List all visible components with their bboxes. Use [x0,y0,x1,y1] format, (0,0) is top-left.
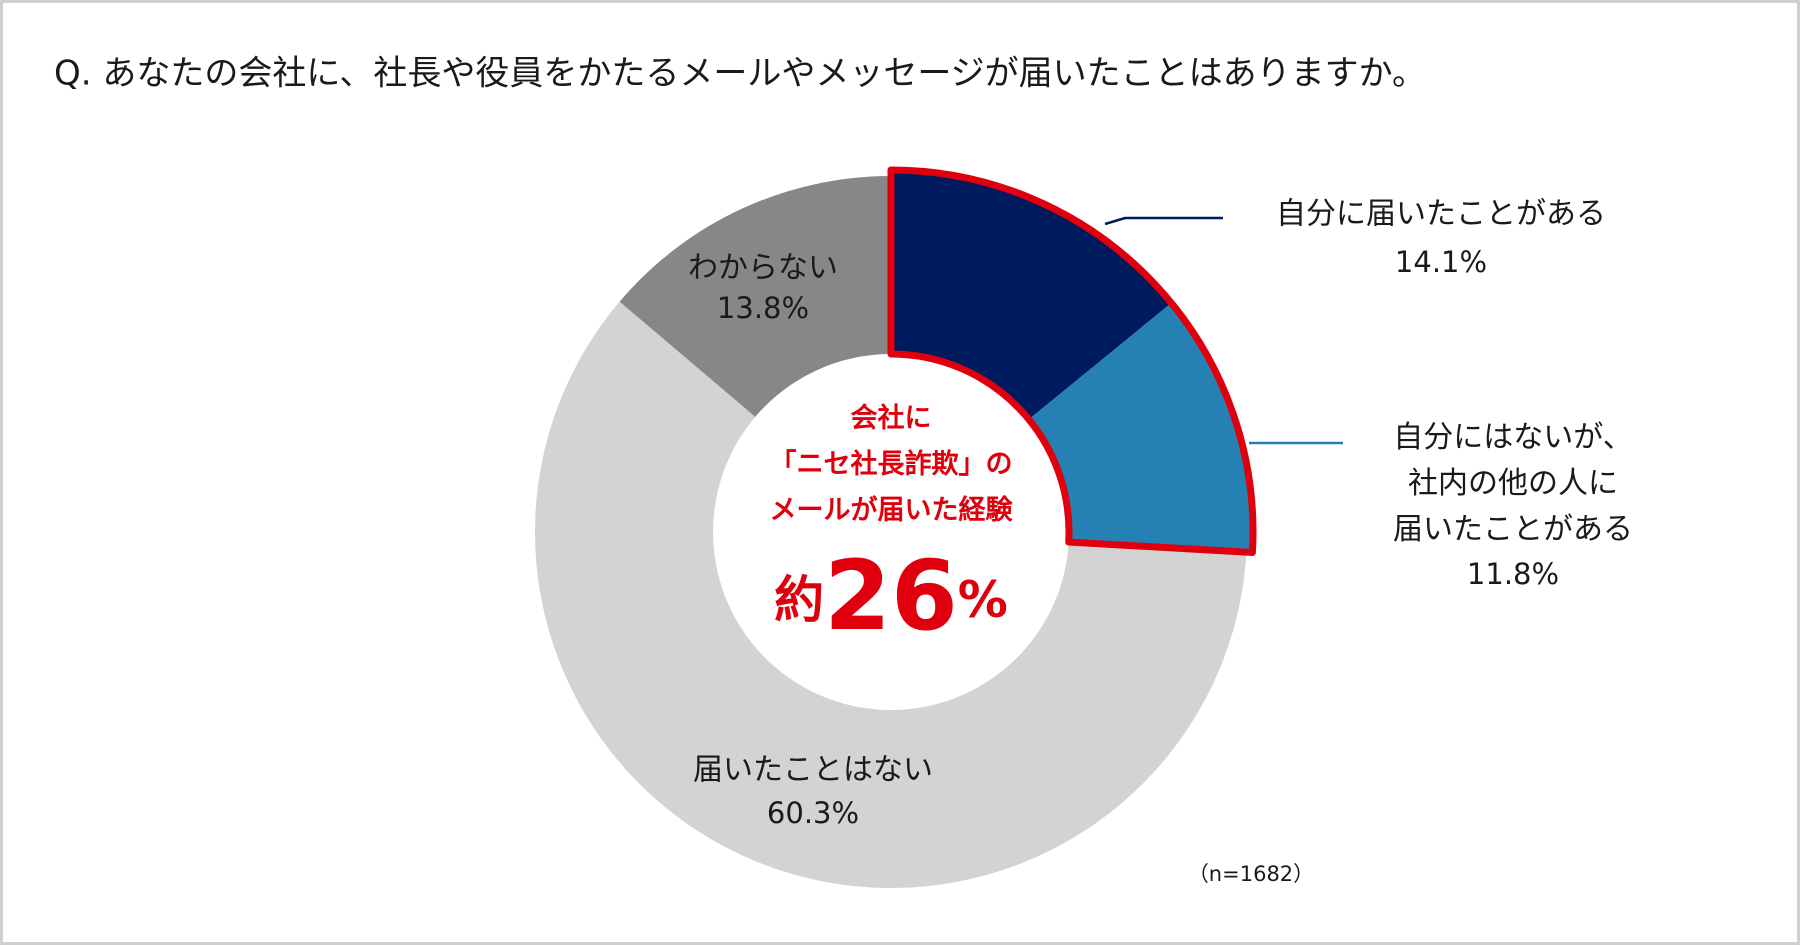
center-unit: % [958,571,1008,629]
segment-label: 自分に届いたことがある [1276,197,1606,232]
segment-value: 11.8% [1467,557,1559,591]
chart-title: Q. あなたの会社に、社長や役員をかたるメールやメッセージが届いたことはあります… [54,54,1426,94]
center-text: 会社に「ニセ社長詐欺」のメールが届いた経験 [770,402,1014,526]
highlight-outline [887,166,1257,556]
donut-segment [891,170,1172,420]
donut-segment [1028,303,1253,553]
segment-label: 自分にはないが、社内の他の人に届いたことがある [1393,420,1633,547]
center-prefix: 約 [774,571,824,629]
center-figure: 約26% [774,540,1008,652]
leader-line [1104,216,1223,226]
donut-segment [619,176,891,417]
segment-value: 60.3% [767,796,859,830]
sample-note: （n=1682） [1188,862,1314,886]
center-value: 26 [824,540,958,652]
segment-label: 届いたことはない [693,753,933,788]
donut-segment [535,301,1247,889]
segment-value: 14.1% [1395,245,1487,279]
segment-label: わからない [688,251,838,286]
segment-value: 13.8% [717,291,809,325]
